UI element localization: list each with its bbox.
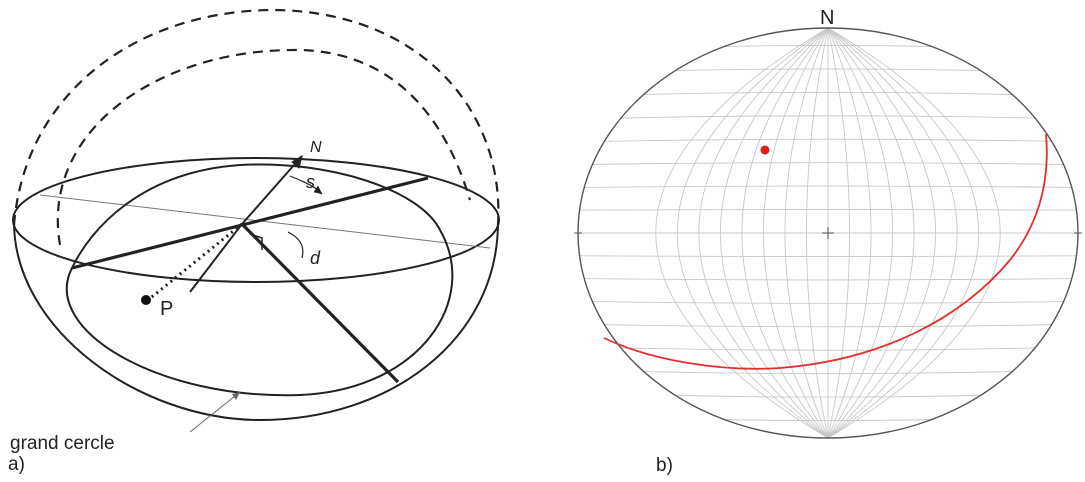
north-arrow-shaft bbox=[241, 155, 303, 225]
net-parallel-line bbox=[578, 278, 1078, 281]
net-parallel-line bbox=[578, 162, 1078, 166]
net-parallel-line bbox=[578, 255, 1078, 257]
net-parallel-line bbox=[578, 346, 1078, 351]
dip-line bbox=[240, 222, 400, 384]
strike-line bbox=[71, 176, 429, 270]
net-parallel-line bbox=[578, 185, 1078, 188]
panel-b-label: b) bbox=[656, 455, 673, 476]
pole-dotted-line bbox=[147, 222, 243, 302]
net-parallel-line bbox=[578, 323, 1078, 328]
stereonet bbox=[574, 27, 1082, 439]
north-arrow-head bbox=[291, 154, 303, 169]
net-parallel-line bbox=[578, 138, 1078, 143]
upper-hemisphere-dashed-arc-outer bbox=[12, 8, 500, 226]
normal-projection-line bbox=[189, 223, 243, 293]
plotted-pole-point bbox=[760, 145, 770, 155]
upper-hemisphere-dashed-arc-inner bbox=[56, 48, 472, 246]
net-parallel-line bbox=[578, 91, 1078, 97]
panel-b-north-label: N bbox=[820, 7, 834, 29]
pole-point bbox=[141, 295, 151, 305]
caption-pointer-line bbox=[189, 391, 241, 433]
lower-hemisphere-outline bbox=[13, 221, 499, 422]
net-parallel-line bbox=[578, 300, 1078, 304]
strike-angle-arrowhead bbox=[313, 185, 323, 195]
net-parallel-line bbox=[578, 369, 1078, 375]
pole-label: P bbox=[160, 298, 173, 320]
strike-angle-label: s bbox=[306, 172, 315, 192]
hemisphere-diagram bbox=[12, 8, 500, 433]
grand-circle-caption: grand cercle bbox=[10, 433, 115, 454]
inclined-plane-ellipse bbox=[65, 163, 454, 397]
net-parallel-line bbox=[578, 209, 1078, 211]
panel-a-label: a) bbox=[8, 454, 25, 475]
horizontal-plane-ellipse bbox=[12, 157, 500, 283]
caption-pointer-head bbox=[232, 392, 240, 400]
panel-a-north-label: N bbox=[310, 139, 322, 156]
stereonet-grid bbox=[578, 28, 1078, 438]
right-angle-marker bbox=[249, 233, 263, 250]
reference-line bbox=[39, 194, 491, 249]
dip-angle-label: d bbox=[310, 248, 321, 268]
plotted-great-circle bbox=[603, 133, 1048, 370]
dip-angle-arc bbox=[287, 231, 304, 259]
net-parallel-line bbox=[578, 115, 1078, 120]
